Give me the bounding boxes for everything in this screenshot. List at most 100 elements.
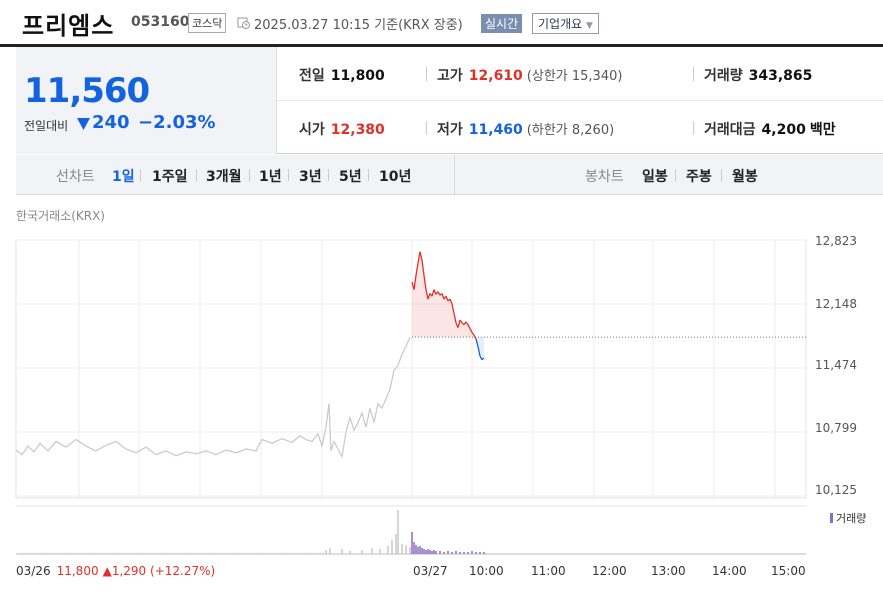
price-line-segment bbox=[465, 321, 469, 326]
divider bbox=[140, 169, 141, 181]
high-value: 12,610 bbox=[468, 68, 523, 84]
plot-frame bbox=[15, 239, 807, 499]
change-label: 전일대비 bbox=[24, 119, 69, 133]
amount-unit: 백만 bbox=[809, 122, 836, 138]
chart-tabs: 선차트 1일 1주일 3개월 1년 3년 5년 10년 봉차트 일봉 주봉 월봉 bbox=[16, 155, 883, 195]
open-cell: 시가 12,380 bbox=[299, 119, 385, 139]
y-tick-label: 11,474 bbox=[815, 358, 857, 372]
line-chart-label: 선차트 bbox=[56, 169, 95, 185]
prev-close-label: 전일 bbox=[299, 68, 325, 84]
company-info-label: 기업개요 bbox=[538, 17, 583, 31]
tab-daily-candle[interactable]: 일봉 bbox=[642, 169, 668, 185]
volume-label: 거래량 bbox=[704, 68, 743, 84]
y-tick-label: 12,148 bbox=[815, 297, 857, 311]
price-line-segment bbox=[467, 324, 471, 329]
prev-day-summary: 03/26 11,800 ▲1,290 (+12.27%) bbox=[16, 564, 215, 578]
price-line-segment bbox=[469, 328, 473, 333]
volume-cell: 거래량 343,865 bbox=[704, 65, 812, 85]
company-info-dropdown[interactable]: 기업개요 ▼ bbox=[532, 13, 599, 34]
tab-1-day[interactable]: 1일 bbox=[112, 169, 135, 185]
y-tick-label: 12,823 bbox=[815, 234, 857, 248]
up-area-fill bbox=[412, 251, 484, 338]
prev-close-cell: 전일 11,800 bbox=[299, 65, 385, 85]
price-line-segment bbox=[437, 291, 441, 296]
price-line-segment bbox=[417, 251, 421, 264]
divider bbox=[196, 169, 197, 181]
price-line-segment bbox=[423, 275, 427, 290]
price-line-segment bbox=[427, 293, 431, 300]
divider bbox=[675, 169, 676, 181]
down-triangle-icon bbox=[77, 118, 90, 130]
price-line-segment bbox=[453, 313, 457, 323]
upper-limit: (상한가 15,340) bbox=[526, 69, 623, 84]
price-line-segment bbox=[451, 303, 455, 314]
price-line-segment bbox=[457, 319, 461, 328]
price-line-segment bbox=[415, 262, 419, 276]
prev-day-date: 03/26 bbox=[16, 564, 51, 578]
prev-day-price-line bbox=[15, 336, 411, 459]
x-tick-label: 10:00 bbox=[469, 564, 504, 578]
x-tick-label: 15:00 bbox=[771, 564, 806, 578]
tab-1-year[interactable]: 1년 bbox=[259, 169, 282, 185]
change-percent: −2.03% bbox=[138, 112, 216, 133]
lower-limit: (하한가 8,260) bbox=[526, 123, 615, 138]
open-value: 12,380 bbox=[330, 122, 385, 138]
down-area-fill bbox=[412, 337, 484, 360]
divider bbox=[426, 67, 427, 81]
price-line-segment bbox=[459, 319, 463, 324]
price-line-segment bbox=[419, 251, 423, 261]
divider bbox=[288, 169, 289, 181]
divider bbox=[721, 169, 722, 181]
volume-value: 343,865 bbox=[748, 68, 813, 84]
price-panel: 11,560 전일대비 240 −2.03% 전일 11,800 고가 12,610… bbox=[16, 47, 883, 154]
low-value: 11,460 bbox=[468, 122, 523, 138]
divider bbox=[693, 121, 694, 135]
high-cell: 고가 12,610 (상한가 15,340) bbox=[437, 65, 622, 85]
low-cell: 저가 11,460 (하한가 8,260) bbox=[437, 119, 614, 139]
x-tick-label: 11:00 bbox=[531, 564, 566, 578]
price-line-segment bbox=[449, 298, 453, 305]
tab-5-years[interactable]: 5년 bbox=[339, 169, 362, 185]
current-price: 11,560 bbox=[24, 71, 150, 111]
price-line-segment bbox=[421, 260, 425, 276]
stock-header: 프리엠스 053160 코스닥 2025.03.27 10:15 기준(KRX … bbox=[0, 0, 883, 45]
prev-day-pct: (+12.27%) bbox=[150, 564, 216, 578]
header-divider bbox=[0, 44, 883, 47]
price-line-segment bbox=[479, 355, 483, 361]
price-line-segment bbox=[425, 289, 429, 300]
tab-1-week[interactable]: 1주일 bbox=[152, 169, 188, 185]
tab-weekly-candle[interactable]: 주봉 bbox=[686, 169, 712, 185]
y-tick-label: 10,125 bbox=[815, 483, 857, 497]
quote-datetime: 2025.03.27 10:15 기준(KRX 장중) bbox=[254, 18, 463, 33]
price-line-segment bbox=[445, 296, 449, 302]
tabs-divider bbox=[454, 155, 455, 195]
price-line-segment bbox=[431, 289, 435, 297]
price-chart[interactable] bbox=[0, 228, 883, 568]
volume-legend: 거래량 bbox=[830, 510, 866, 526]
tab-10-years[interactable]: 10년 bbox=[379, 169, 412, 185]
divider bbox=[328, 169, 329, 181]
prev-close-value: 11,800 bbox=[330, 68, 385, 84]
stock-code: 053160 bbox=[131, 14, 190, 30]
stock-name: 프리엠스 bbox=[22, 12, 115, 40]
tab-3-years[interactable]: 3년 bbox=[299, 169, 322, 185]
prev-day-change: ▲1,290 bbox=[102, 564, 147, 578]
chevron-down-icon: ▼ bbox=[586, 21, 593, 31]
amount-label: 거래대금 bbox=[704, 122, 756, 138]
x-tick-label: 14:00 bbox=[712, 564, 747, 578]
low-label: 저가 bbox=[437, 122, 463, 138]
tab-monthly-candle[interactable]: 월봉 bbox=[732, 169, 758, 185]
high-label: 고가 bbox=[437, 68, 463, 84]
row-divider bbox=[277, 100, 883, 101]
price-line-segment bbox=[473, 334, 477, 340]
tab-3-months[interactable]: 3개월 bbox=[206, 169, 242, 185]
price-line-segment bbox=[471, 331, 475, 336]
price-line-segment bbox=[481, 357, 485, 361]
price-line-segment bbox=[477, 346, 481, 357]
candle-chart-label: 봉차트 bbox=[585, 169, 624, 185]
exchange-label: 한국거래소(KRX) bbox=[16, 209, 105, 223]
divider bbox=[368, 169, 369, 181]
x-tick-label: 13:00 bbox=[651, 564, 686, 578]
clock-icon bbox=[237, 17, 250, 29]
realtime-button[interactable]: 실시간 bbox=[481, 14, 523, 33]
